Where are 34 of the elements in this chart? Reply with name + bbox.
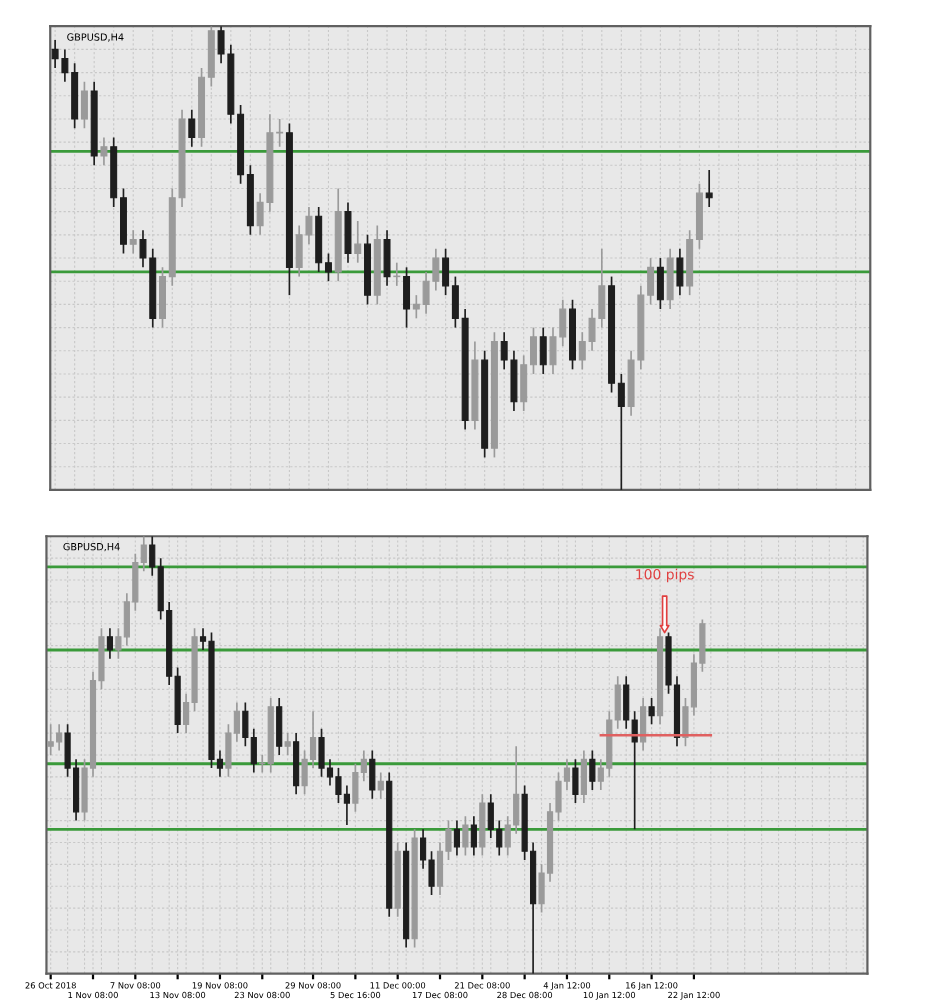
candlestick <box>403 266 411 329</box>
candlestick <box>344 201 352 264</box>
candlestick <box>393 261 401 287</box>
candlestick <box>462 815 469 857</box>
candlestick <box>352 762 359 813</box>
candlestick <box>293 732 300 796</box>
candlestick <box>383 229 391 287</box>
candlestick <box>343 784 351 826</box>
candlestick <box>589 749 596 791</box>
candlestick <box>648 697 655 726</box>
candlestick <box>106 627 114 660</box>
candlestick <box>640 697 647 752</box>
candlestick <box>100 136 108 167</box>
candlestick <box>539 326 547 375</box>
candlestick <box>318 727 325 778</box>
candlestick <box>47 723 54 756</box>
candlestick <box>369 749 376 800</box>
candlestick <box>129 229 137 255</box>
candlestick <box>479 793 486 857</box>
candlestick <box>80 81 88 130</box>
candlestick <box>656 257 664 310</box>
candlestick <box>705 169 713 208</box>
candlestick <box>666 247 674 310</box>
candlestick <box>580 749 587 804</box>
candlestick <box>377 771 384 800</box>
candlestick <box>284 732 291 756</box>
candlestick <box>453 819 461 857</box>
candlestick <box>572 758 579 804</box>
candlestick <box>335 767 342 804</box>
candlestick <box>276 697 283 756</box>
candlestick <box>188 108 196 148</box>
candlestick <box>354 220 362 264</box>
candlestick <box>676 247 684 296</box>
candlestick <box>470 815 477 857</box>
